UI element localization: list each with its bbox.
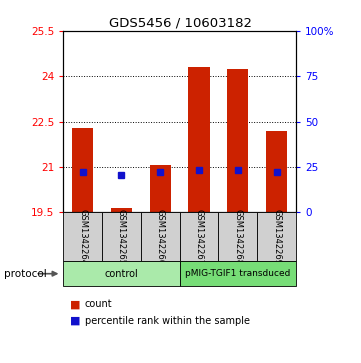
Bar (63, 261, 180, 286)
Text: control: control (105, 269, 138, 279)
Bar (218, 212, 257, 261)
Bar (111, 208, 132, 212)
Bar (72, 128, 93, 212)
Text: protocol: protocol (4, 269, 46, 279)
Text: GSM1342268: GSM1342268 (233, 209, 242, 265)
Text: GSM1342269: GSM1342269 (272, 209, 281, 265)
Bar (257, 212, 296, 261)
Text: ■: ■ (63, 315, 81, 326)
Text: GSM1342265: GSM1342265 (117, 209, 126, 265)
Text: GDS5456 / 10603182: GDS5456 / 10603182 (109, 16, 252, 29)
Text: GSM1342264: GSM1342264 (78, 209, 87, 265)
Text: ■: ■ (63, 299, 81, 309)
Bar (180, 261, 296, 286)
Bar (63, 212, 102, 261)
Text: GSM1342266: GSM1342266 (156, 209, 165, 265)
Text: percentile rank within the sample: percentile rank within the sample (85, 315, 250, 326)
Bar (102, 212, 141, 261)
Bar (141, 212, 180, 261)
Bar (227, 69, 248, 212)
Text: pMIG-TGIF1 transduced: pMIG-TGIF1 transduced (185, 269, 291, 278)
Bar (149, 166, 171, 212)
Bar (180, 212, 218, 261)
Text: count: count (85, 299, 113, 309)
Text: GSM1342267: GSM1342267 (195, 209, 204, 265)
Bar (266, 131, 287, 212)
Bar (188, 67, 210, 212)
